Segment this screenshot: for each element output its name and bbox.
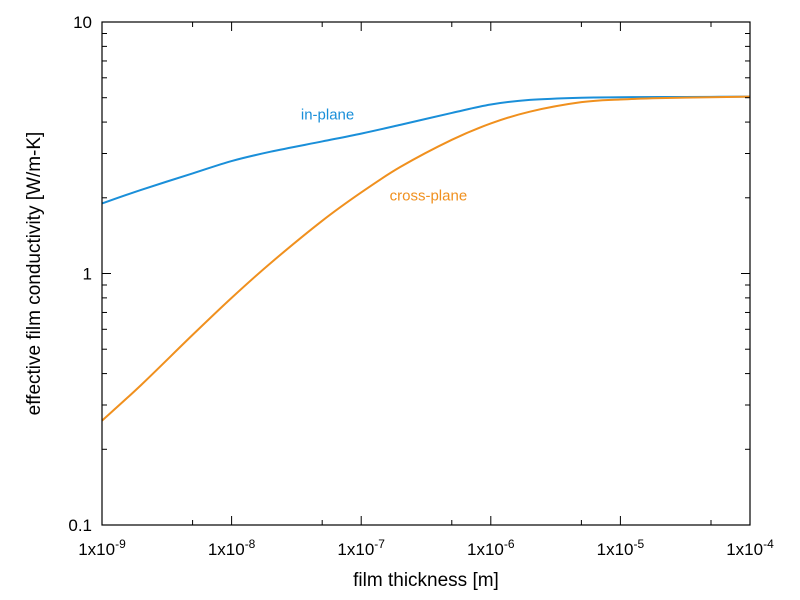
x-tick-label: 1x10-4 (726, 537, 774, 559)
series-label-in-plane: in-plane (301, 106, 354, 123)
x-tick-label: 1x10-9 (78, 537, 126, 559)
series-layer (101, 95, 751, 422)
x-tick-label: 1x10-8 (208, 537, 256, 559)
x-tick-label: 1x10-5 (597, 537, 645, 559)
x-axis-title: film thickness [m] (353, 570, 499, 591)
series-line-cross-plane (101, 95, 751, 422)
y-tick-label: 1 (83, 265, 92, 284)
labels-layer: 1x10-9 1x10-8 1x10-7 1x10-6 1x10-5 1x10-4 0.1 1… (68, 13, 774, 559)
series-label-cross-plane: cross-plane (390, 188, 468, 205)
x-tick-label: 1x10-6 (467, 537, 515, 559)
plot-frame (101, 21, 751, 526)
x-tick-label: 1x10-7 (337, 537, 385, 559)
y-tick-label: 10 (73, 13, 92, 32)
y-tick-label: 0.1 (68, 516, 92, 535)
series-line-in-plane (101, 95, 751, 205)
y-axis-title: effective film conductivity [W/m-K] (24, 132, 45, 416)
